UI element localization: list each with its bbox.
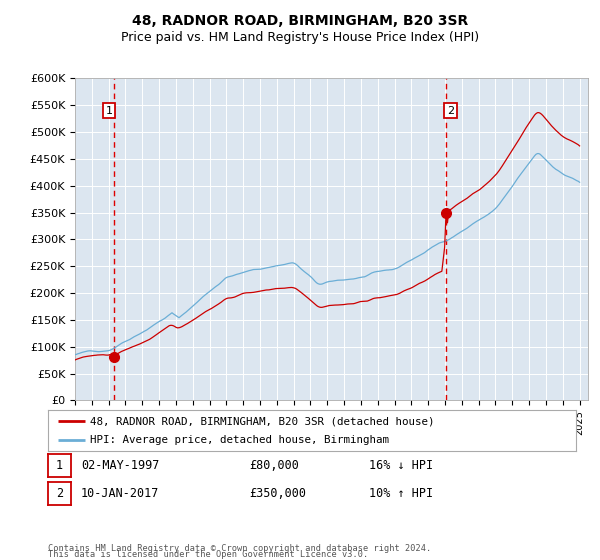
Text: Price paid vs. HM Land Registry's House Price Index (HPI): Price paid vs. HM Land Registry's House … [121,31,479,44]
Text: 2: 2 [56,487,63,500]
Text: HPI: Average price, detached house, Birmingham: HPI: Average price, detached house, Birm… [90,435,389,445]
Text: Contains HM Land Registry data © Crown copyright and database right 2024.: Contains HM Land Registry data © Crown c… [48,544,431,553]
Text: £80,000: £80,000 [249,459,299,472]
Text: £350,000: £350,000 [249,487,306,500]
Text: 02-MAY-1997: 02-MAY-1997 [81,459,160,472]
Text: 10% ↑ HPI: 10% ↑ HPI [369,487,433,500]
Text: 16% ↓ HPI: 16% ↓ HPI [369,459,433,472]
Text: 2: 2 [447,106,454,115]
Text: 48, RADNOR ROAD, BIRMINGHAM, B20 3SR: 48, RADNOR ROAD, BIRMINGHAM, B20 3SR [132,14,468,28]
Text: 10-JAN-2017: 10-JAN-2017 [81,487,160,500]
Text: 48, RADNOR ROAD, BIRMINGHAM, B20 3SR (detached house): 48, RADNOR ROAD, BIRMINGHAM, B20 3SR (de… [90,417,435,426]
Text: 1: 1 [106,106,113,115]
Text: 1: 1 [56,459,63,472]
Text: This data is licensed under the Open Government Licence v3.0.: This data is licensed under the Open Gov… [48,550,368,559]
